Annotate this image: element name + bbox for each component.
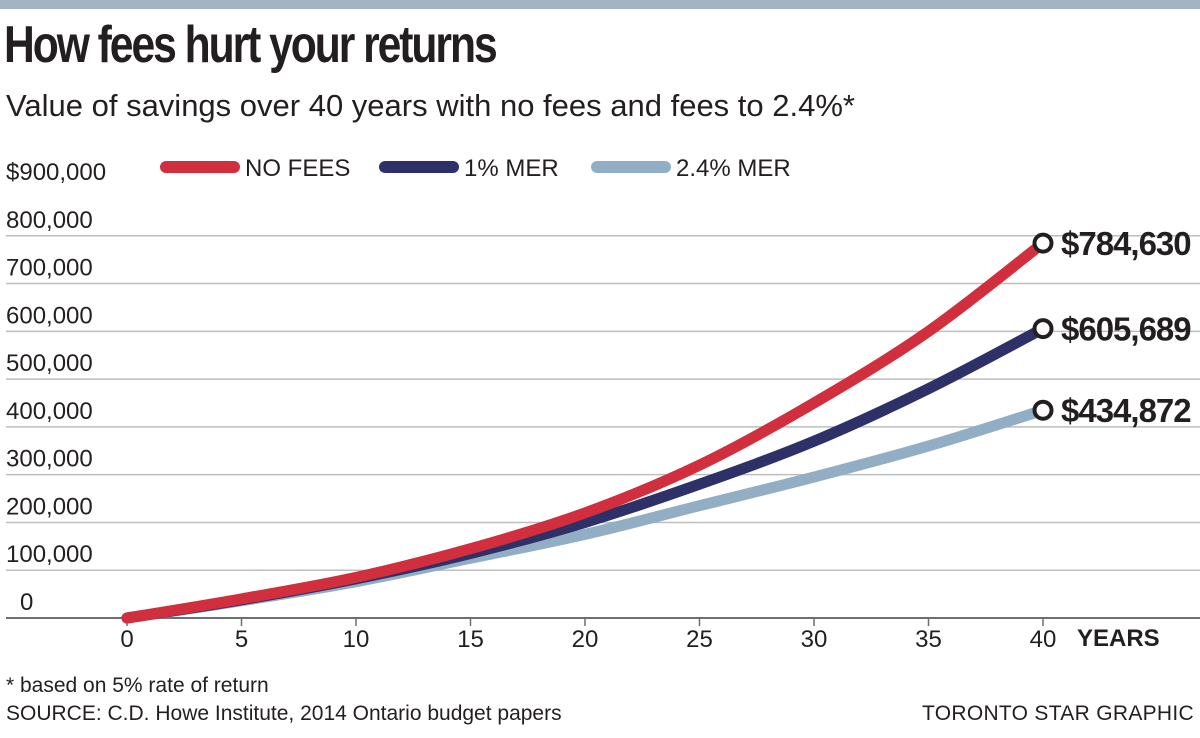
x-tick-label: 20 [572, 626, 599, 653]
end-marker [1032, 399, 1054, 421]
x-tick-label: 0 [120, 626, 133, 653]
chart-subtitle: Value of savings over 40 years with no f… [6, 88, 855, 123]
legend-label: 2.4% MER [676, 155, 791, 182]
series-line [121, 323, 1049, 624]
end-marker [1032, 232, 1054, 254]
x-axis-ticks: 0 5 10 15 20 25 30 35 40 [120, 618, 1056, 653]
end-value-label: $605,689 [1061, 311, 1191, 348]
end-value-label: $434,872 [1061, 392, 1191, 429]
y-tick-label: 800,000 [6, 207, 93, 234]
legend-label: NO FEES [245, 155, 350, 182]
y-tick-label: 300,000 [6, 446, 93, 473]
source-note: SOURCE: C.D. Howe Institute, 2014 Ontari… [6, 702, 562, 725]
end-markers: $784,630 $605,689 $434,872 [1032, 225, 1192, 429]
y-tick-label: 100,000 [6, 541, 93, 568]
gridlines [6, 235, 1200, 619]
y-tick-label: $900,000 [6, 159, 106, 186]
end-marker [1032, 318, 1054, 340]
y-axis-ticks: 0 100,000 200,000 300,000 400,000 500,000 600,… [6, 159, 106, 616]
x-axis-label: YEARS [1077, 625, 1160, 652]
x-tick-label: 15 [457, 626, 484, 653]
x-tick-label: 30 [801, 626, 828, 653]
series-line [121, 237, 1049, 624]
y-tick-label: 400,000 [6, 398, 93, 425]
y-tick-label: 0 [20, 589, 33, 616]
x-tick-label: 35 [915, 626, 942, 653]
footnote: * based on 5% rate of return [6, 674, 269, 697]
credit-line: TORONTO STAR GRAPHIC [921, 702, 1194, 725]
x-tick-label: 40 [1030, 626, 1057, 653]
y-tick-label: 600,000 [6, 302, 93, 329]
legend: NO FEES 1% MER 2.4% MER [160, 155, 791, 182]
top-accent-bar [0, 0, 1200, 9]
end-value-label: $784,630 [1061, 225, 1191, 262]
chart-title: How fees hurt your returns [4, 16, 498, 74]
y-tick-label: 700,000 [6, 255, 93, 282]
legend-label: 1% MER [464, 155, 559, 182]
y-tick-label: 500,000 [6, 350, 93, 377]
x-tick-label: 25 [686, 626, 713, 653]
x-tick-label: 5 [235, 626, 248, 653]
y-tick-label: 200,000 [6, 493, 93, 520]
series-lines [121, 237, 1049, 624]
x-tick-label: 10 [343, 626, 370, 653]
